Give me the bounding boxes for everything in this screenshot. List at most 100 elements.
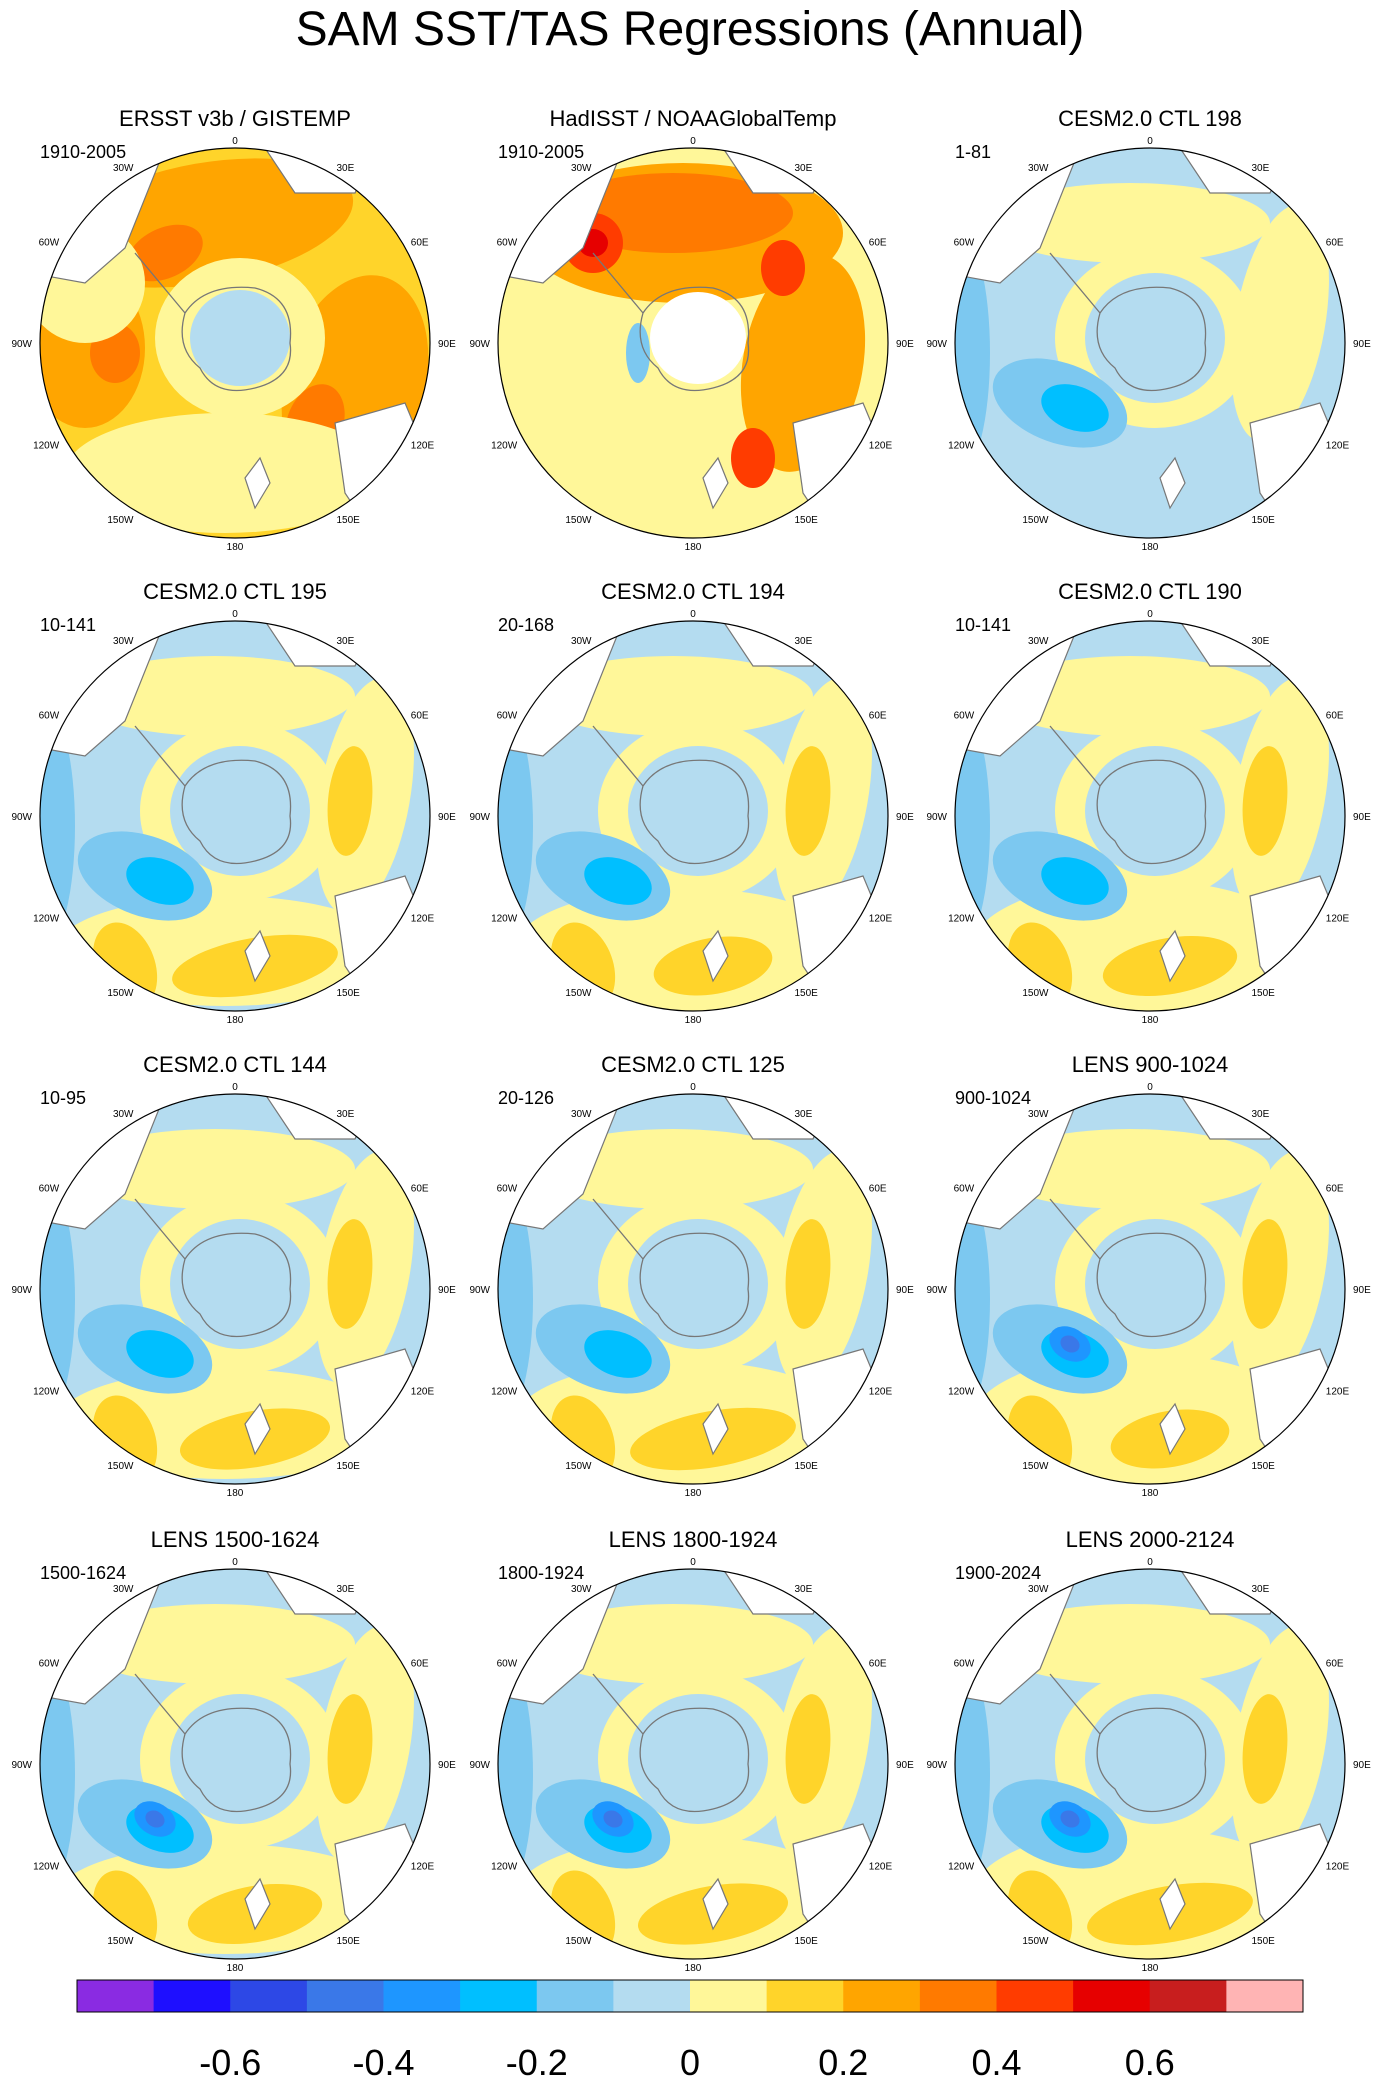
map-border [39, 620, 431, 1012]
longitude-label: 30W [571, 163, 592, 174]
longitude-label: 60W [39, 711, 60, 722]
map-border [497, 147, 889, 539]
panel-period: 1500-1624 [40, 1563, 126, 1583]
longitude-label: 180 [685, 1963, 702, 1974]
colorbar-tick-label: -0.6 [199, 2042, 261, 2083]
longitude-label: 90E [896, 812, 914, 823]
longitude-label: 30E [795, 1109, 813, 1120]
antarctic-peninsula [134, 1673, 186, 1735]
antarctic-peninsula [1049, 1198, 1101, 1260]
warm-anomaly [327, 1219, 373, 1329]
longitude-label: 180 [227, 1015, 244, 1026]
map-panel: LENS 900-1024 900-1024 0 30E 60E 90E 120E 150E 1… [926, 1052, 1371, 1499]
longitude-label: 150E [337, 515, 361, 526]
longitude-label: 60E [869, 238, 887, 249]
colorbar-tick-label: 0.2 [818, 2042, 868, 2083]
longitude-label: 150W [1022, 1461, 1049, 1472]
antarctic-peninsula [134, 1198, 186, 1260]
warm-anomaly [1242, 746, 1288, 856]
longitude-label: 180 [1142, 1488, 1159, 1499]
longitude-label: 30W [1028, 1109, 1049, 1120]
antarctica-coastline [1096, 1232, 1207, 1338]
longitude-label: 150E [337, 988, 361, 999]
weak-anomaly [990, 1604, 1270, 1684]
longitude-label: 90W [926, 812, 947, 823]
colorbar-tick-label: 0.6 [1125, 2042, 1175, 2083]
longitude-label: 60E [1326, 711, 1344, 722]
panel-title: CESM2.0 CTL 198 [1058, 106, 1242, 131]
antarctica-coastline [181, 286, 292, 392]
new-zealand-landmass [244, 929, 271, 983]
colorbar-swatch [153, 1980, 231, 2012]
longitude-label: 30W [113, 1109, 134, 1120]
longitude-label: 120W [491, 441, 518, 452]
longitude-label: 90W [469, 1760, 490, 1771]
map-border [954, 147, 1346, 539]
warm-anomaly [785, 1694, 831, 1804]
map-border [954, 620, 1346, 1012]
longitude-label: 150W [565, 515, 592, 526]
colorbar-swatch [1149, 1980, 1227, 2012]
panel-period: 20-168 [498, 615, 554, 635]
longitude-label: 90W [469, 1285, 490, 1296]
map-panel: CESM2.0 CTL 125 20-126 0 30E 60E 90E 120E 150E 1… [469, 1052, 914, 1499]
longitude-label: 60E [869, 1184, 887, 1195]
warm-anomaly [327, 746, 373, 856]
map-border [39, 1568, 431, 1960]
weak-anomaly [75, 656, 355, 736]
regression-field [40, 621, 430, 1011]
longitude-label: 150E [795, 515, 819, 526]
colorbar-swatch [766, 1980, 844, 2012]
longitude-label: 90W [926, 1760, 947, 1771]
longitude-label: 90E [438, 812, 456, 823]
longitude-label: 30E [1252, 1109, 1270, 1120]
map-border [954, 1568, 1346, 1960]
map-panel: LENS 2000-2124 1900-2024 0 30E 60E 90E 120E 150… [926, 1527, 1371, 1974]
weak-anomaly [990, 183, 1270, 263]
new-zealand-landmass [244, 456, 271, 510]
longitude-label: 90W [11, 1760, 32, 1771]
panel-period: 10-95 [40, 1088, 86, 1108]
new-zealand-landmass [702, 456, 729, 510]
longitude-label: 90W [11, 1285, 32, 1296]
new-zealand-landmass [702, 1877, 729, 1931]
missing-data [650, 292, 746, 384]
colorbar-tick-label: 0 [680, 2042, 700, 2083]
panel-period: 1910-2005 [40, 142, 126, 162]
map-panel: LENS 1500-1624 1500-1624 0 30E 60E 90E 120E 150… [11, 1527, 456, 1974]
longitude-label: 0 [1147, 1082, 1153, 1093]
longitude-label: 120E [411, 914, 435, 925]
regression-field [498, 1094, 888, 1484]
panel-title: HadISST / NOAAGlobalTemp [550, 106, 837, 131]
longitude-label: 60W [497, 711, 518, 722]
panel-title: CESM2.0 CTL 195 [143, 579, 327, 604]
map-border [954, 1093, 1346, 1485]
longitude-label: 90W [11, 339, 32, 350]
panel-title: CESM2.0 CTL 190 [1058, 579, 1242, 604]
longitude-label: 30W [1028, 636, 1049, 647]
longitude-label: 180 [685, 1488, 702, 1499]
antarctic-peninsula [134, 725, 186, 787]
longitude-label: 150E [1252, 1936, 1276, 1947]
longitude-label: 60E [1326, 238, 1344, 249]
cool-anomaly [1041, 384, 1109, 432]
antarctica-coastline [639, 286, 750, 392]
colorbar-swatch [996, 1980, 1074, 2012]
longitude-label: 150W [565, 1461, 592, 1472]
cool-anomaly [628, 746, 768, 876]
cool-anomaly [626, 323, 650, 383]
longitude-label: 90W [469, 812, 490, 823]
longitude-label: 120W [491, 1387, 518, 1398]
regression-field [955, 1094, 1345, 1484]
weak-anomaly [65, 413, 385, 533]
longitude-label: 60E [1326, 1659, 1344, 1670]
longitude-label: 60E [1326, 1184, 1344, 1195]
colorbar-swatch [383, 1980, 461, 2012]
longitude-label: 0 [1147, 136, 1153, 147]
longitude-label: 90E [438, 339, 456, 350]
longitude-label: 120E [869, 1387, 893, 1398]
cool-anomaly [628, 1694, 768, 1824]
longitude-label: 120W [33, 914, 60, 925]
longitude-label: 60E [411, 1659, 429, 1670]
panel-grid: ERSST v3b / GISTEMP 1910-2005 0 30E 60E 90E 12… [11, 106, 1371, 1974]
